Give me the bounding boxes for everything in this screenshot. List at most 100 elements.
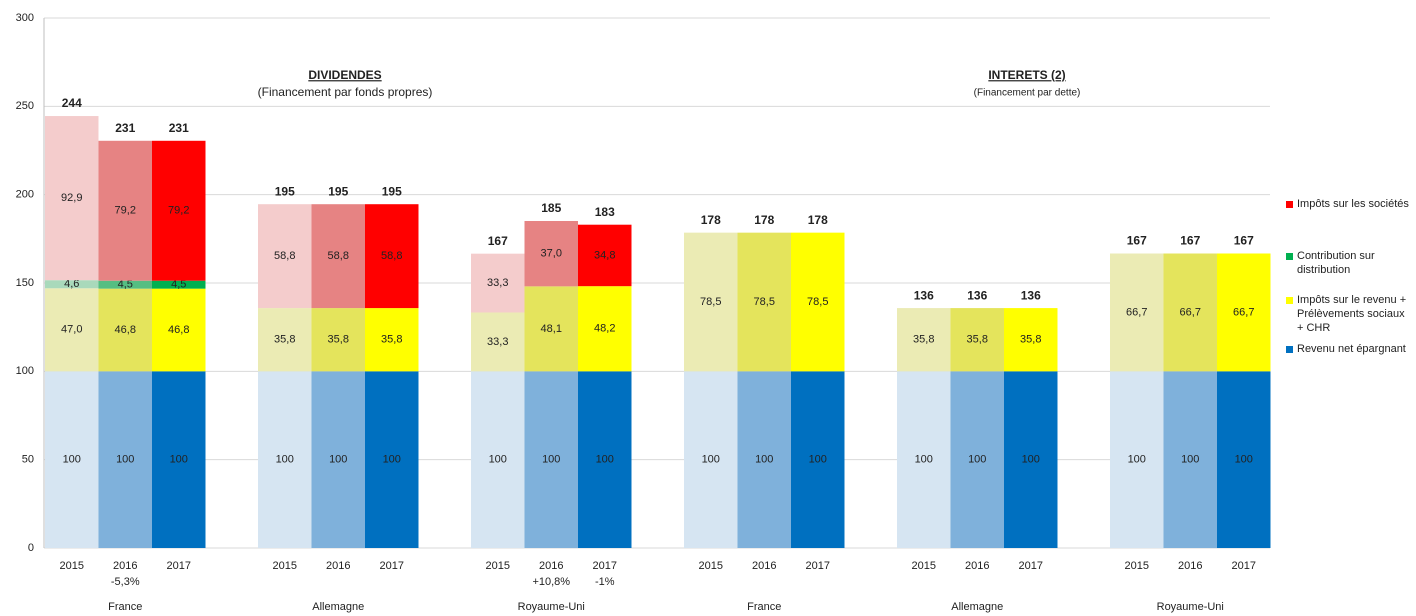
y-tick-label: 100 — [16, 365, 34, 377]
value-label: 35,8 — [328, 334, 349, 346]
value-label: 100 — [329, 454, 347, 466]
value-label: 48,1 — [541, 323, 562, 335]
total-label: 136 — [914, 288, 934, 302]
bar-segment — [1217, 371, 1271, 548]
x-tick-label: 2016 — [113, 560, 137, 572]
bar-segment — [897, 371, 951, 548]
x-tick-label: 2016 — [965, 560, 989, 572]
total-label: 231 — [169, 121, 189, 135]
x-tick-label: 2016 — [1178, 560, 1202, 572]
value-label: 58,8 — [274, 250, 295, 262]
value-label: 100 — [1022, 454, 1040, 466]
value-label: 35,8 — [381, 334, 402, 346]
value-label: 100 — [596, 454, 614, 466]
group-label: Allemagne — [951, 601, 1003, 613]
y-tick-label: 150 — [16, 277, 34, 289]
legend-swatch — [1286, 201, 1293, 208]
group-label: France — [747, 601, 781, 613]
legend-swatch — [1286, 346, 1293, 353]
bar-segment — [311, 308, 365, 372]
x-tick-note: -5,3% — [111, 576, 140, 588]
section-title: INTERETS (2) — [988, 68, 1065, 82]
bar-segment — [258, 308, 312, 372]
bar-segment — [897, 308, 951, 372]
legend-label: Impôts sur le revenu + Prélèvements soci… — [1297, 294, 1407, 334]
bar-segment — [152, 280, 206, 289]
value-label: 66,7 — [1180, 306, 1201, 318]
x-tick-label: 2017 — [1232, 560, 1256, 572]
bar-segment — [1163, 253, 1217, 372]
total-label: 195 — [382, 184, 402, 198]
value-label: 37,0 — [541, 248, 562, 260]
total-label: 136 — [967, 288, 987, 302]
legend-item: Contribution sur distribution — [1286, 249, 1411, 277]
value-label: 35,8 — [967, 334, 988, 346]
bar-segment — [684, 371, 738, 548]
x-tick-label: 2016 — [326, 560, 350, 572]
x-tick-label: 2017 — [806, 560, 830, 572]
value-label: 100 — [1235, 454, 1253, 466]
group-label: France — [108, 601, 142, 613]
y-tick-label: 50 — [22, 454, 34, 466]
x-tick-label: 2017 — [593, 560, 617, 572]
x-tick-note: +10,8% — [532, 576, 570, 588]
value-label: 100 — [170, 454, 188, 466]
bar-segment — [311, 371, 365, 548]
total-label: 195 — [275, 184, 295, 198]
value-label: 47,0 — [61, 324, 82, 336]
legend-swatch — [1286, 297, 1293, 304]
value-label: 78,5 — [754, 296, 775, 308]
x-tick-label: 2015 — [1125, 560, 1149, 572]
bar-segment — [1163, 371, 1217, 548]
value-label: 35,8 — [274, 334, 295, 346]
bar-segment — [578, 371, 632, 548]
value-label: 33,3 — [487, 277, 508, 289]
value-label: 100 — [276, 454, 294, 466]
total-label: 178 — [701, 213, 721, 227]
value-label: 79,2 — [115, 205, 136, 217]
value-label: 100 — [1181, 454, 1199, 466]
value-label: 100 — [489, 454, 507, 466]
total-label: 178 — [754, 213, 774, 227]
value-label: 46,8 — [168, 324, 189, 336]
bar-segment — [1004, 371, 1058, 548]
total-label: 136 — [1021, 288, 1041, 302]
bar-segment — [45, 116, 99, 281]
legend-label: Impôts sur les sociétés — [1297, 198, 1409, 210]
bar-segment — [98, 371, 152, 548]
bar-segment — [471, 371, 525, 548]
value-label: 79,2 — [168, 205, 189, 217]
section-subtitle: (Financement par fonds propres) — [258, 85, 433, 99]
legend-label: Revenu net épargnant — [1297, 343, 1406, 355]
value-label: 92,9 — [61, 192, 82, 204]
value-label: 4,5 — [118, 279, 133, 291]
total-label: 185 — [541, 201, 561, 215]
value-label: 34,8 — [594, 249, 615, 261]
x-tick-label: 2015 — [699, 560, 723, 572]
group-label: Royaume-Uni — [1157, 601, 1224, 613]
bar-segment — [578, 224, 632, 287]
x-tick-note: -1% — [595, 576, 615, 588]
x-tick-label: 2015 — [912, 560, 936, 572]
bar-segment — [471, 312, 525, 372]
x-tick-label: 2017 — [167, 560, 191, 572]
bar-segment — [950, 308, 1004, 372]
bar-segment — [471, 253, 525, 313]
total-label: 167 — [488, 234, 508, 248]
y-tick-label: 300 — [16, 12, 34, 24]
bar-segment — [791, 371, 845, 548]
value-label: 100 — [383, 454, 401, 466]
bar-segment — [365, 308, 419, 372]
value-label: 100 — [968, 454, 986, 466]
legend-item: Impôts sur les sociétés — [1286, 197, 1411, 211]
x-tick-label: 2017 — [1019, 560, 1043, 572]
value-label: 100 — [702, 454, 720, 466]
bar-segment — [45, 288, 99, 372]
x-tick-label: 2015 — [486, 560, 510, 572]
y-tick-label: 0 — [28, 542, 34, 554]
total-label: 167 — [1180, 234, 1200, 248]
total-label: 244 — [62, 96, 82, 110]
value-label: 78,5 — [700, 296, 721, 308]
bar-segment — [737, 371, 791, 548]
